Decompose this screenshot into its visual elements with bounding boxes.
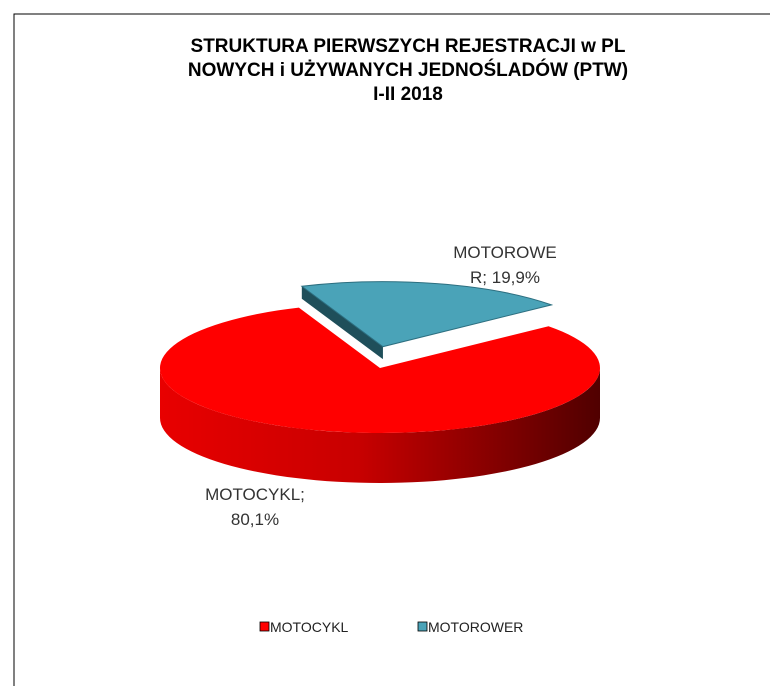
chart-border <box>13 13 770 686</box>
data-label: MOTOCYKL; 80,1% <box>205 485 305 529</box>
legend-swatch <box>417 621 428 632</box>
legend-swatch <box>259 621 270 632</box>
legend-label: MOTOROWER <box>428 619 523 635</box>
pie-slice <box>300 281 554 348</box>
legend-label: MOTOCYKL <box>270 619 349 635</box>
pie-side <box>160 368 600 483</box>
chart-title: STRUKTURA PIERWSZYCH REJESTRACJI w PL NOW… <box>188 36 628 105</box>
data-label: MOTOROWE R; 19,9% <box>453 243 557 287</box>
pie-slice <box>159 307 600 434</box>
pie-side <box>301 286 383 360</box>
